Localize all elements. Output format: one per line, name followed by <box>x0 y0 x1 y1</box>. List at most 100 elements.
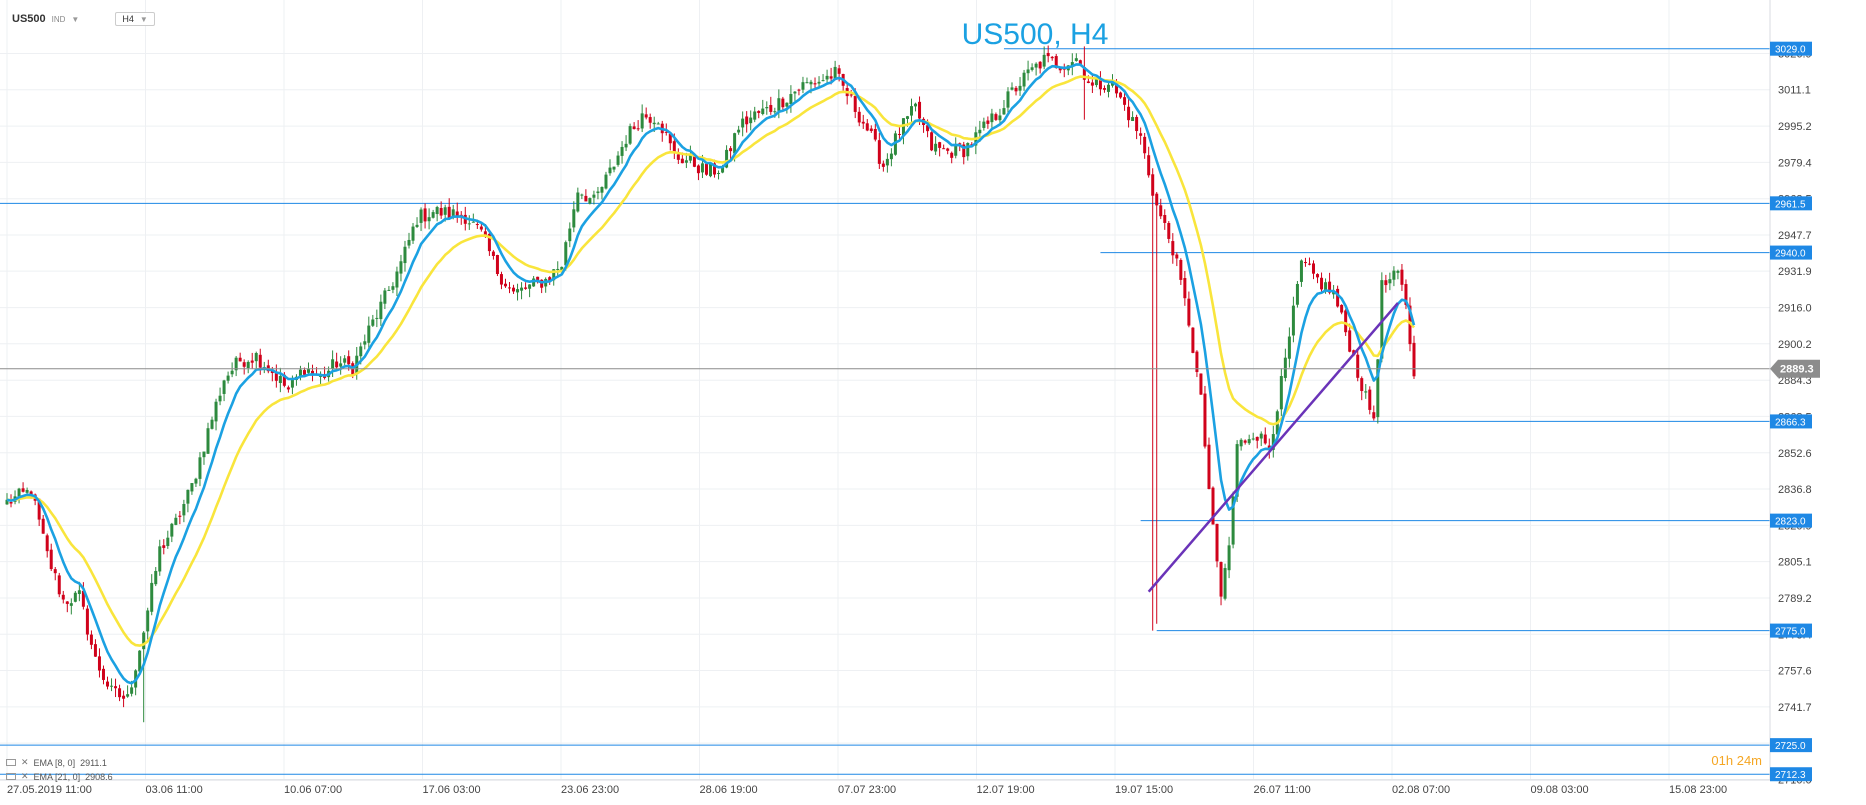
candle-body <box>182 504 186 516</box>
candle-body <box>1171 241 1175 256</box>
candle-body <box>508 287 511 289</box>
candle-body <box>274 372 278 381</box>
candle-body <box>1307 263 1311 265</box>
candle-body <box>1320 277 1324 290</box>
candle-body <box>1195 351 1199 373</box>
legend-ema-8[interactable]: ✕ EMA [8, 0] 2911.1 <box>6 757 107 768</box>
candle-body <box>1167 223 1171 239</box>
candle-body <box>512 287 516 292</box>
price-tick-label: 2884.3 <box>1778 375 1812 387</box>
candle-body <box>717 172 721 174</box>
candle-body <box>343 358 347 363</box>
timeframe-selector[interactable]: H4 ▼ <box>115 12 155 26</box>
level-price-label: 3029.0 <box>1775 45 1806 56</box>
candle-body <box>560 266 564 271</box>
candle-body <box>1074 58 1078 61</box>
time-tick-label: 28.06 19:00 <box>700 784 758 796</box>
candle-body <box>620 146 624 156</box>
candle-body <box>805 82 809 84</box>
candle-body <box>1328 281 1332 293</box>
candle-body <box>1050 56 1054 59</box>
candle-body <box>1368 389 1372 410</box>
candle-body <box>9 501 13 504</box>
candle-body <box>592 194 596 198</box>
candle-body <box>391 286 395 290</box>
candle-body <box>540 279 544 288</box>
candle-body <box>998 115 1002 121</box>
candle-body <box>162 545 166 548</box>
candle-body <box>126 694 130 697</box>
price-tick-label: 2900.2 <box>1778 339 1812 351</box>
candle-body <box>853 96 857 112</box>
candle-body <box>1207 444 1211 489</box>
candle-body <box>918 101 922 119</box>
candle-body <box>307 369 310 373</box>
candle-body <box>1155 193 1159 206</box>
candle-body <box>1038 61 1042 69</box>
close-icon[interactable]: ✕ <box>21 757 29 767</box>
candle-body <box>797 89 801 91</box>
candle-body <box>532 278 536 287</box>
candle-body <box>1396 270 1400 273</box>
candle-body <box>757 110 761 113</box>
candle-body <box>1106 84 1110 92</box>
indicator-settings-icon[interactable] <box>6 773 16 780</box>
candle-body <box>1251 438 1255 440</box>
candle-body <box>202 451 206 458</box>
candle-body <box>1199 373 1203 395</box>
candle-body <box>934 143 938 152</box>
candle-body <box>53 569 57 574</box>
candle-body <box>1102 88 1106 90</box>
price-tick-label: 2741.7 <box>1778 702 1812 714</box>
legend-ema-8-label: EMA [8, 0] <box>33 757 76 768</box>
candle-body <box>897 133 901 135</box>
candle-body <box>628 126 632 144</box>
price-tick-label: 2916.0 <box>1778 303 1812 315</box>
time-tick-label: 09.08 03:00 <box>1531 784 1589 796</box>
trendline[interactable] <box>1147 302 1399 593</box>
candle-body <box>1356 354 1360 378</box>
candle-body <box>745 116 749 125</box>
candle-body <box>411 226 415 241</box>
candle-body <box>93 644 97 657</box>
level-price-label-bg <box>1770 623 1812 638</box>
candle-body <box>849 94 853 96</box>
candle-body <box>230 370 234 375</box>
timeframe-label: H4 <box>122 14 134 24</box>
candle-body <box>1018 85 1022 91</box>
candle-body <box>1002 108 1006 115</box>
chevron-down-icon[interactable]: ▼ <box>71 14 80 24</box>
candle-body <box>709 163 712 177</box>
legend-ema-21-label: EMA [21, 0] <box>33 771 81 782</box>
symbol-label[interactable]: US500 <box>12 13 46 25</box>
candle-body <box>77 590 81 595</box>
candle-body <box>881 163 885 167</box>
price-tick-label: 2789.2 <box>1778 593 1812 605</box>
candle-body <box>290 378 294 388</box>
candle-body <box>21 488 25 492</box>
legend-ema-21[interactable]: ✕ EMA [21, 0] 2908.6 <box>6 771 113 782</box>
candle-body <box>672 141 676 154</box>
candle-body <box>178 515 182 517</box>
candle-body <box>821 80 825 82</box>
candle-body <box>1271 434 1275 450</box>
candle-body <box>101 668 105 680</box>
level-price-label-bg <box>1770 767 1812 782</box>
close-icon[interactable]: ✕ <box>21 771 29 781</box>
candle-body <box>652 122 656 125</box>
candle-body <box>942 148 946 150</box>
candle-body <box>435 207 439 215</box>
candle-body <box>564 242 568 266</box>
candle-body <box>817 81 821 84</box>
candle-body <box>612 166 616 170</box>
price-tick-label: 3011.1 <box>1778 85 1811 97</box>
indicator-settings-icon[interactable] <box>6 759 16 766</box>
candle-body <box>1408 305 1412 345</box>
candle-body <box>238 357 242 362</box>
candle-body <box>552 269 556 281</box>
candle-body <box>375 317 379 319</box>
candle-body <box>503 283 507 287</box>
candle-body <box>250 360 254 363</box>
candle-body <box>1191 327 1195 353</box>
